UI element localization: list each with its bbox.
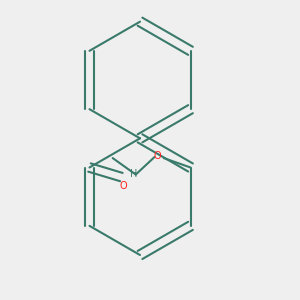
Text: O: O — [154, 152, 162, 161]
Text: O: O — [119, 182, 127, 191]
Text: H: H — [130, 169, 138, 179]
